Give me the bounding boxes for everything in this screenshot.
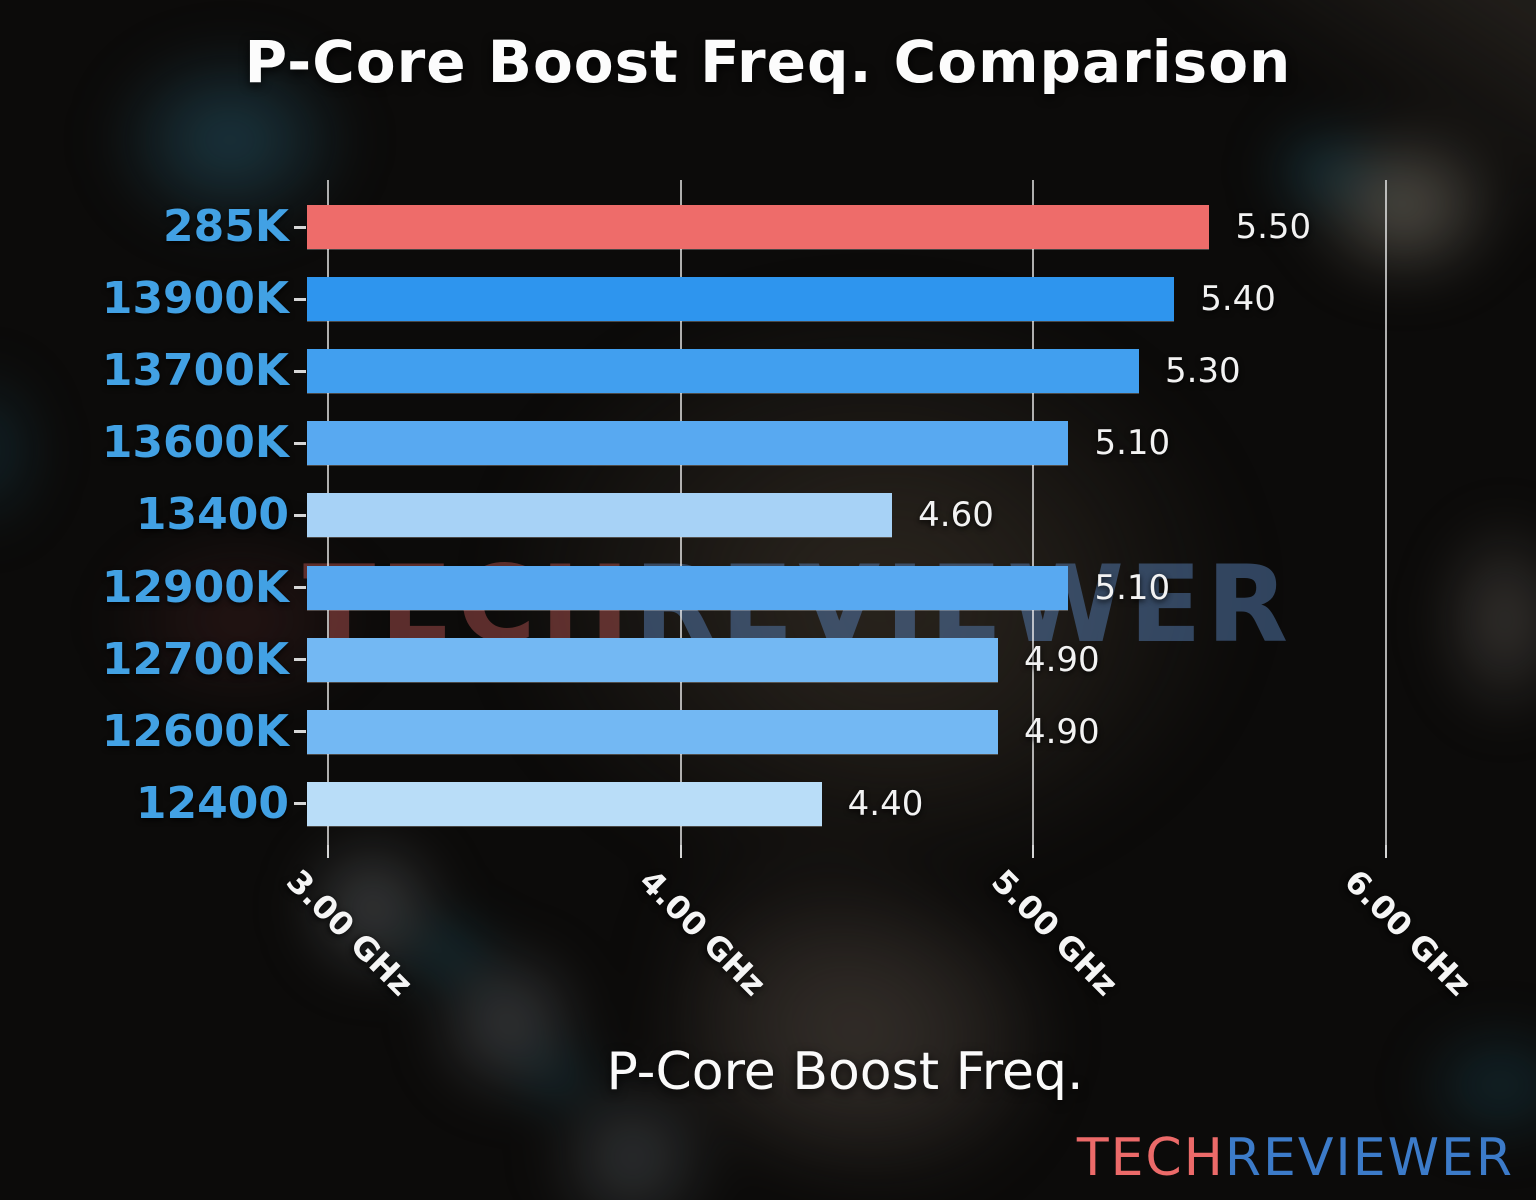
y-tick-mark xyxy=(294,225,306,229)
gridline xyxy=(1032,180,1035,845)
x-tick-label: 4.00 GHz xyxy=(631,862,774,1004)
y-tick-mark xyxy=(294,802,306,806)
bar xyxy=(307,421,1069,466)
value-label: 5.30 xyxy=(1164,351,1241,392)
x-tick-mark xyxy=(327,845,330,858)
y-tick-mark xyxy=(294,441,306,445)
category-label: 13900K xyxy=(101,273,289,325)
value-label: 5.40 xyxy=(1200,279,1276,320)
bar-row: 285K 5.50 xyxy=(0,191,1536,263)
brand-logo-reviewer: REVIEWER xyxy=(1224,1128,1514,1188)
bar xyxy=(307,709,998,754)
y-tick-mark xyxy=(294,369,306,373)
value-label: 5.10 xyxy=(1094,423,1171,464)
x-tick-mark xyxy=(679,845,682,858)
y-tick-mark xyxy=(294,586,306,590)
x-tick-label: 5.00 GHz xyxy=(984,862,1126,1004)
bar xyxy=(307,781,822,826)
y-tick-mark xyxy=(294,513,306,517)
bar-row: 13900K 5.40 xyxy=(0,263,1536,335)
background-blob xyxy=(510,1045,605,1110)
value-label: 5.50 xyxy=(1235,207,1312,248)
category-label: 285K xyxy=(163,201,289,253)
value-label: 4.90 xyxy=(1023,711,1100,752)
category-label: 12700K xyxy=(101,633,289,685)
bar xyxy=(307,565,1069,610)
x-tick-mark xyxy=(1384,845,1387,858)
chart-title: P-Core Boost Freq. Comparison xyxy=(244,28,1292,96)
background-blob xyxy=(395,915,500,990)
x-tick-mark xyxy=(1032,845,1035,858)
bar-row: 12700K 4.90 xyxy=(0,624,1536,696)
gridline xyxy=(1384,180,1387,845)
bar-row: 13600K 5.10 xyxy=(0,407,1536,479)
x-tick-label: 6.00 GHz xyxy=(1336,862,1479,1004)
y-tick-mark xyxy=(294,297,306,301)
category-label: 12400 xyxy=(135,777,289,829)
value-label: 4.90 xyxy=(1023,639,1100,680)
category-label: 13600K xyxy=(101,417,289,469)
category-label: 13700K xyxy=(101,345,289,397)
bar xyxy=(307,637,998,682)
category-label: 12900K xyxy=(101,561,289,613)
y-tick-mark xyxy=(294,730,306,734)
brand-logo: TECHREVIEWER xyxy=(1077,1132,1514,1184)
value-label: 5.10 xyxy=(1094,567,1171,608)
bar xyxy=(307,493,893,538)
value-label: 4.40 xyxy=(847,783,924,824)
bar xyxy=(307,205,1210,250)
bar-row: 13700K 5.30 xyxy=(0,335,1536,407)
x-axis-label: P-Core Boost Freq. xyxy=(606,1042,1084,1102)
brand-logo-tech: TECH xyxy=(1076,1128,1225,1188)
bar-row: 12900K 5.10 xyxy=(0,552,1536,624)
x-tick-label: 3.00 GHz xyxy=(279,862,421,1004)
bar xyxy=(307,277,1175,322)
bar-row: 12600K 4.90 xyxy=(0,696,1536,768)
background-blob xyxy=(1260,120,1390,220)
category-label: 13400 xyxy=(135,489,289,541)
bar-row: 12400 4.40 xyxy=(0,768,1536,840)
value-label: 4.60 xyxy=(918,495,994,536)
bar xyxy=(307,349,1139,394)
bar-row: 13400 4.60 xyxy=(0,479,1536,551)
category-label: 12600K xyxy=(101,705,289,757)
y-tick-mark xyxy=(294,658,306,662)
